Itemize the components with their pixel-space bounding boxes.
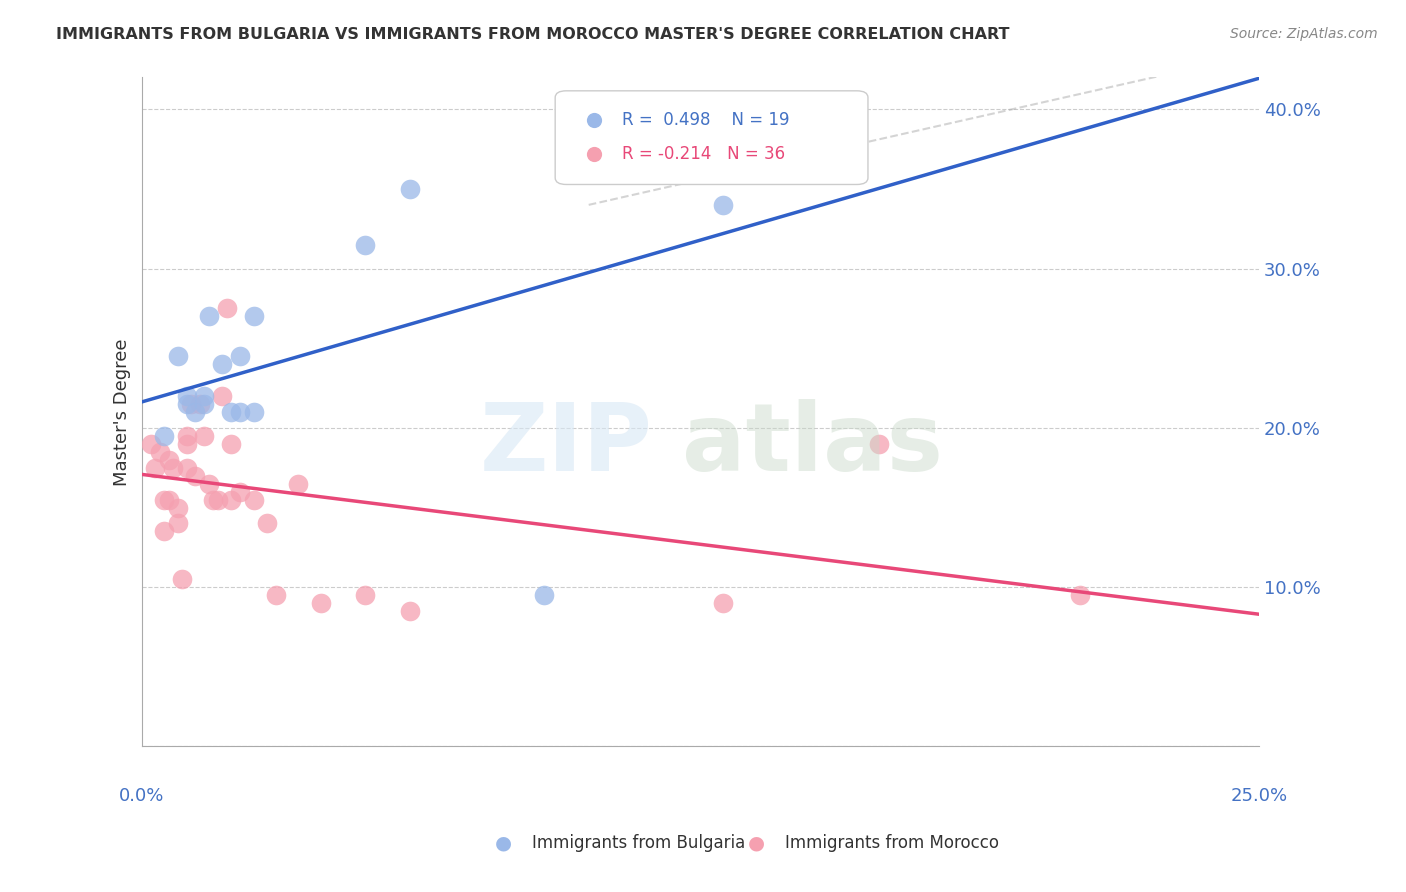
Point [143, 460, 166, 475]
Point [180, 397, 202, 411]
Text: Immigrants from Morocco: Immigrants from Morocco [785, 834, 998, 852]
Point [399, 182, 422, 196]
Y-axis label: Master's Degree: Master's Degree [114, 338, 131, 485]
Point [211, 357, 233, 371]
Point [229, 484, 252, 499]
Point [644, 142, 666, 156]
Point [211, 389, 233, 403]
Text: ●: ● [748, 833, 765, 853]
Text: R = -0.214   N = 36: R = -0.214 N = 36 [623, 145, 786, 163]
FancyBboxPatch shape [555, 91, 868, 185]
Point [176, 397, 198, 411]
Point [219, 492, 242, 507]
Point [256, 516, 278, 531]
Point [242, 492, 264, 507]
Text: Immigrants from Bulgaria: Immigrants from Bulgaria [531, 834, 745, 852]
Point [157, 452, 180, 467]
Text: R =  0.498    N = 19: R = 0.498 N = 19 [623, 111, 790, 128]
Point [176, 460, 198, 475]
Text: atlas: atlas [682, 400, 942, 491]
Point [202, 492, 225, 507]
Point [157, 492, 180, 507]
Point [711, 198, 734, 212]
Point [166, 500, 188, 515]
Point [193, 429, 215, 443]
Point [354, 588, 377, 602]
Point [149, 444, 172, 458]
Point [198, 310, 221, 324]
Text: Source: ZipAtlas.com: Source: ZipAtlas.com [1230, 27, 1378, 41]
Text: 25.0%: 25.0% [1230, 787, 1288, 805]
Point [242, 405, 264, 419]
Text: ●: ● [495, 833, 512, 853]
Point [162, 460, 184, 475]
Point [229, 405, 252, 419]
Point [184, 405, 207, 419]
Point [170, 572, 193, 586]
Point [287, 476, 309, 491]
Point [264, 588, 287, 602]
Text: ZIP: ZIP [479, 400, 652, 491]
Point [711, 596, 734, 610]
Text: 0.0%: 0.0% [120, 787, 165, 805]
Point [176, 429, 198, 443]
Text: IMMIGRANTS FROM BULGARIA VS IMMIGRANTS FROM MOROCCO MASTER'S DEGREE CORRELATION : IMMIGRANTS FROM BULGARIA VS IMMIGRANTS F… [56, 27, 1010, 42]
Point [176, 437, 198, 451]
Point [1069, 588, 1091, 602]
Point [533, 588, 555, 602]
Point [193, 389, 215, 403]
Point [207, 492, 229, 507]
Point [139, 437, 162, 451]
Point [868, 437, 890, 451]
Point [229, 349, 252, 363]
Point [242, 310, 264, 324]
Point [153, 524, 176, 539]
Point [166, 516, 188, 531]
Point [184, 468, 207, 483]
Point [219, 437, 242, 451]
Point [219, 405, 242, 419]
Point [153, 429, 176, 443]
Point [166, 349, 188, 363]
Point [198, 476, 221, 491]
Point [399, 604, 422, 618]
Point [188, 397, 211, 411]
Point [309, 596, 332, 610]
Point [215, 301, 238, 316]
Point [153, 492, 176, 507]
Point [176, 389, 198, 403]
Point [354, 237, 377, 252]
Point [193, 397, 215, 411]
